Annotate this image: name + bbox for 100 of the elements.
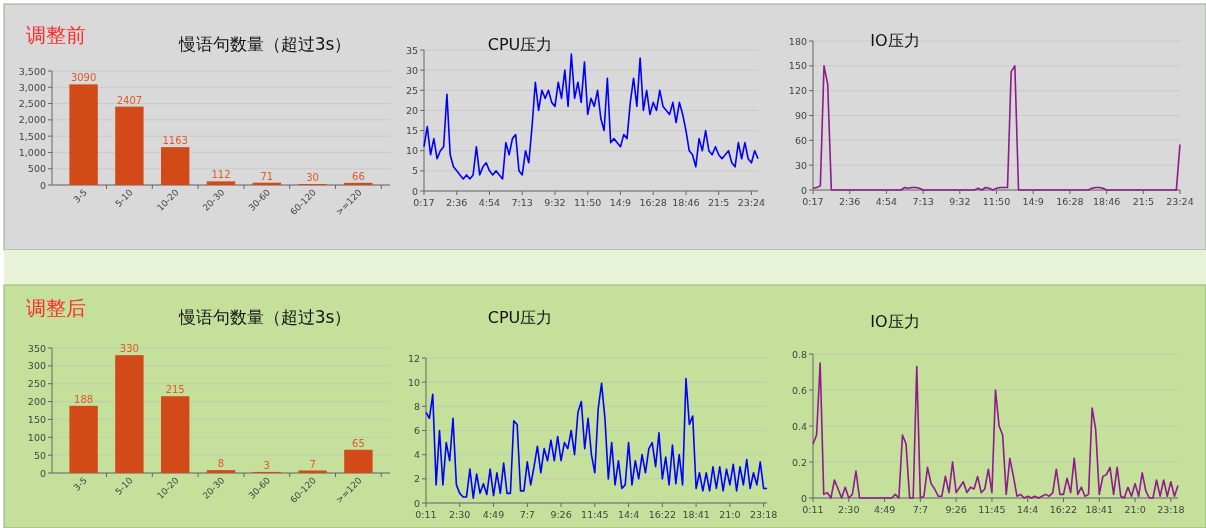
x-tick-label: 0:17 xyxy=(413,197,435,208)
bar xyxy=(115,355,144,473)
data-label: 8 xyxy=(217,458,225,470)
data-label: 30 xyxy=(306,172,319,184)
x-tick-label: 16:22 xyxy=(648,509,677,520)
x-tick-label: 9:32 xyxy=(544,197,566,208)
data-label: 330 xyxy=(119,343,139,355)
chart-title: IO压力 xyxy=(870,312,920,331)
y-tick-label: 0 xyxy=(413,497,420,509)
x-tick-label: 0:17 xyxy=(802,196,824,207)
y-tick-label: 20 xyxy=(405,104,418,116)
y-tick-label: 300 xyxy=(27,360,46,372)
y-tick-label: 15 xyxy=(405,125,418,137)
bar xyxy=(115,106,144,185)
x-tick-label: 21:5 xyxy=(1132,196,1154,207)
x-tick-label: 9:32 xyxy=(949,196,971,207)
x-tick-label: 18:46 xyxy=(1092,196,1121,207)
chart-title: CPU压力 xyxy=(487,35,553,54)
y-tick-label: 0 xyxy=(800,184,807,196)
x-tick-label: 18:41 xyxy=(682,509,710,520)
x-tick-label: 14:4 xyxy=(1017,504,1039,515)
x-tick-label: 11:45 xyxy=(978,504,1006,515)
bar xyxy=(206,470,236,473)
x-tick-label: 7:7 xyxy=(912,504,928,515)
text: 调整前 xyxy=(26,23,86,47)
x-tick-label: 0:11 xyxy=(802,504,824,515)
x-tick-label: 3-5 xyxy=(71,187,90,205)
y-tick-label: 4 xyxy=(413,449,420,461)
x-tick-label: 2:36 xyxy=(446,197,468,208)
y-tick-label: 2,000 xyxy=(18,114,46,126)
chart-title: 慢语句数量（超过3s） xyxy=(177,34,352,54)
y-tick-label: 0.8 xyxy=(791,348,807,360)
x-tick-label: 7:13 xyxy=(511,197,533,208)
y-tick-label: 12 xyxy=(407,352,420,364)
data-label: 112 xyxy=(211,169,231,181)
y-tick-label: 25 xyxy=(405,84,418,96)
y-tick-label: 0 xyxy=(39,467,46,479)
line-series xyxy=(423,53,759,180)
y-tick-label: 150 xyxy=(788,60,807,72)
y-tick-label: 10 xyxy=(405,145,418,157)
data-label: 3 xyxy=(263,459,270,471)
bar xyxy=(69,84,98,185)
bar xyxy=(344,182,373,185)
data-label: 1163 xyxy=(162,135,188,147)
y-tick-label: 6 xyxy=(413,425,420,436)
chart-title: 慢语句数量（超过3s） xyxy=(177,307,352,327)
y-tick-label: 8 xyxy=(413,400,420,412)
data-label: 215 xyxy=(165,384,185,396)
text: 调整后 xyxy=(26,296,86,320)
y-tick-label: 250 xyxy=(27,378,46,390)
x-tick-label: 23:18 xyxy=(1157,504,1185,515)
x-tick-label: 16:28 xyxy=(639,197,667,208)
x-tick-label: 11:50 xyxy=(574,197,602,208)
x-tick-label: 0:11 xyxy=(415,509,437,520)
x-tick-label: 3-5 xyxy=(71,475,90,493)
y-tick-label: 2,500 xyxy=(18,98,46,110)
x-tick-label: 4:54 xyxy=(478,197,501,208)
y-tick-label: 3,000 xyxy=(18,81,46,93)
y-tick-label: 200 xyxy=(27,396,46,408)
line-series xyxy=(425,377,768,499)
x-tick-label: 4:49 xyxy=(482,509,505,520)
y-tick-label: 60 xyxy=(794,134,807,146)
data-label: 2407 xyxy=(116,94,143,106)
x-tick-label: 14:9 xyxy=(609,197,632,208)
y-tick-label: 30 xyxy=(794,159,807,171)
data-label: 3090 xyxy=(70,72,97,84)
x-tick-label: 18:41 xyxy=(1085,504,1113,515)
x-tick-label: 18:46 xyxy=(672,197,700,208)
y-tick-label: 50 xyxy=(33,449,46,461)
y-tick-label: 0.4 xyxy=(791,420,807,432)
x-tick-label: 14:9 xyxy=(1022,196,1044,207)
y-tick-label: 2 xyxy=(413,473,420,485)
x-tick-label: 4:49 xyxy=(873,504,896,515)
x-tick-label: 21:0 xyxy=(1124,504,1146,515)
data-label: 71 xyxy=(260,170,274,182)
y-tick-label: 5 xyxy=(411,165,418,177)
x-tick-label: 23:24 xyxy=(737,197,766,208)
bar xyxy=(69,405,98,473)
y-tick-label: 0 xyxy=(411,185,418,197)
y-tick-label: 0.2 xyxy=(791,456,807,468)
x-tick-label: 2:30 xyxy=(838,504,860,515)
y-tick-label: 180 xyxy=(788,35,807,47)
x-tick-label: 14:4 xyxy=(617,509,640,520)
x-tick-label: 2:36 xyxy=(839,196,861,207)
x-tick-label: 7:7 xyxy=(519,509,535,520)
x-tick-label: 7:13 xyxy=(912,196,934,207)
bar xyxy=(206,181,236,185)
y-tick-label: 120 xyxy=(788,85,807,97)
y-tick-label: 30 xyxy=(405,64,418,76)
y-tick-label: 90 xyxy=(794,110,807,121)
x-tick-label: 11:50 xyxy=(982,196,1011,207)
bar xyxy=(161,396,190,473)
bar xyxy=(161,147,190,185)
y-tick-label: 0 xyxy=(39,179,46,191)
y-tick-label: 500 xyxy=(27,163,46,175)
x-tick-label: 9:26 xyxy=(945,504,967,515)
x-tick-label: 11:45 xyxy=(581,509,609,520)
x-tick-label: 4:54 xyxy=(875,196,898,207)
x-tick-label: 21:5 xyxy=(708,197,730,208)
y-tick-label: 3,500 xyxy=(18,65,46,77)
